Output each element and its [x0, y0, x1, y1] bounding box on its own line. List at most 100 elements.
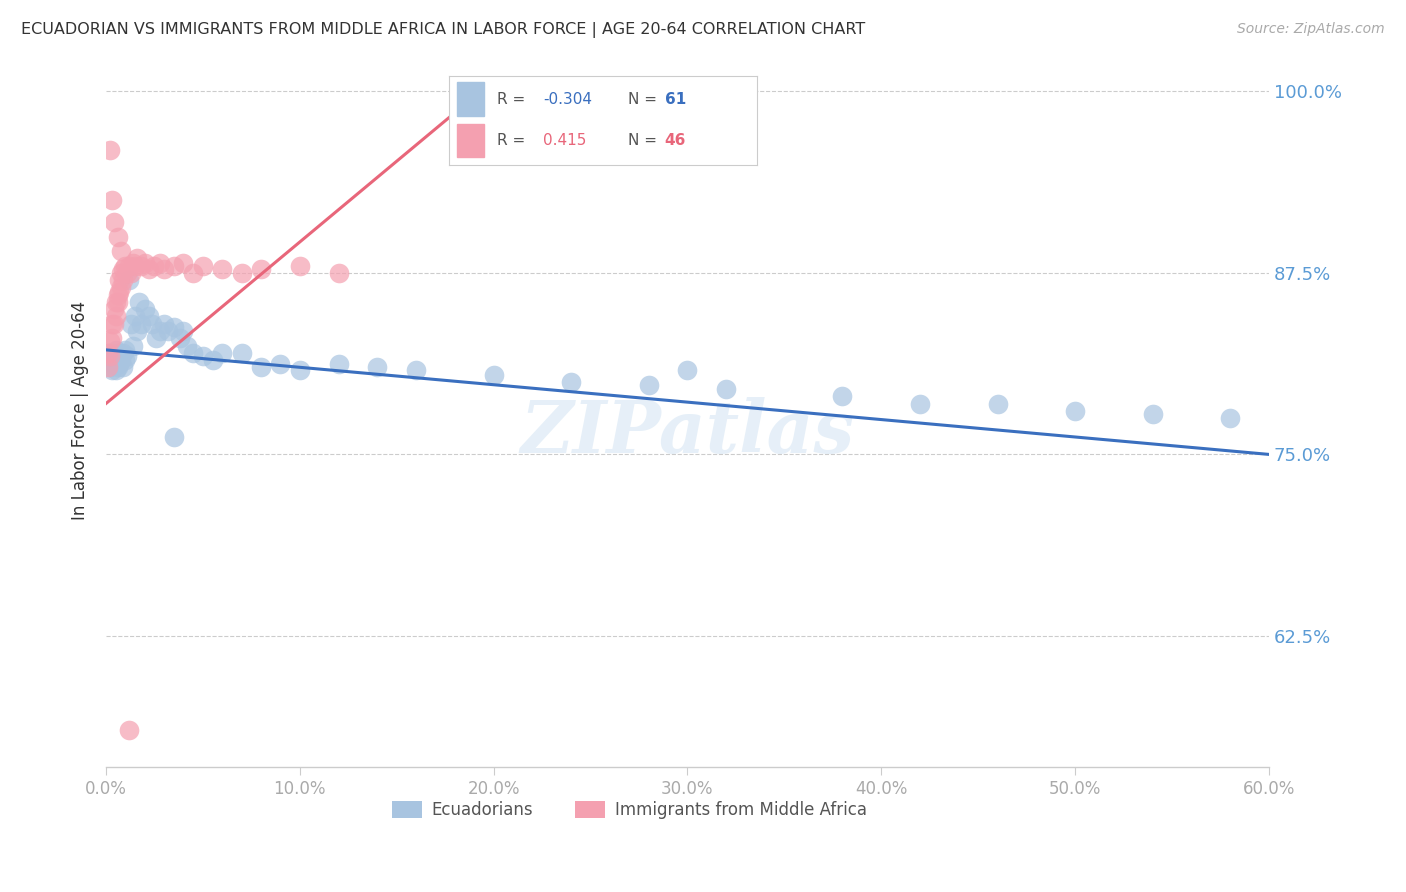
Point — [134, 302, 156, 317]
Point — [112, 360, 135, 375]
Point — [1064, 404, 1087, 418]
Point — [149, 324, 172, 338]
Y-axis label: In Labor Force | Age 20-64: In Labor Force | Age 20-64 — [72, 301, 89, 520]
Point — [112, 261, 135, 276]
Point — [156, 324, 179, 338]
Point — [125, 252, 148, 266]
Point — [138, 310, 160, 324]
Point — [98, 349, 121, 363]
Point — [191, 259, 214, 273]
Point — [560, 375, 582, 389]
Point — [163, 259, 186, 273]
Point — [118, 273, 141, 287]
Point — [120, 266, 142, 280]
Point — [250, 261, 273, 276]
Point — [831, 389, 853, 403]
Point — [181, 266, 204, 280]
Point — [366, 360, 388, 375]
Point — [176, 338, 198, 352]
Point — [104, 310, 127, 324]
Point — [118, 723, 141, 738]
Point — [100, 194, 122, 208]
Point — [231, 266, 253, 280]
Point — [97, 345, 120, 359]
Point — [100, 317, 122, 331]
Point — [482, 368, 505, 382]
Point — [128, 295, 150, 310]
Text: ZIPatlas: ZIPatlas — [520, 397, 855, 467]
Point — [149, 256, 172, 270]
Point — [1219, 411, 1241, 425]
Point — [120, 317, 142, 331]
Point — [124, 310, 146, 324]
Point — [98, 353, 121, 368]
Point — [172, 256, 194, 270]
Point — [103, 215, 125, 229]
Point — [172, 324, 194, 338]
Point — [637, 377, 659, 392]
Point — [153, 317, 176, 331]
Point — [107, 360, 129, 375]
Point — [103, 349, 125, 363]
Point — [100, 331, 122, 345]
Point — [211, 345, 233, 359]
Point — [104, 343, 127, 357]
Legend: Ecuadorians, Immigrants from Middle Africa: Ecuadorians, Immigrants from Middle Afri… — [385, 794, 873, 826]
Point — [107, 287, 129, 301]
Point — [98, 360, 121, 375]
Point — [118, 259, 141, 273]
Point — [110, 266, 132, 280]
Text: ECUADORIAN VS IMMIGRANTS FROM MIDDLE AFRICA IN LABOR FORCE | AGE 20-64 CORRELATI: ECUADORIAN VS IMMIGRANTS FROM MIDDLE AFR… — [21, 22, 865, 38]
Point — [138, 261, 160, 276]
Point — [141, 317, 163, 331]
Point — [676, 363, 699, 377]
Point — [125, 324, 148, 338]
Point — [112, 273, 135, 287]
Point — [108, 285, 131, 299]
Point — [1142, 407, 1164, 421]
Point — [328, 358, 350, 372]
Point — [114, 353, 136, 368]
Text: Source: ZipAtlas.com: Source: ZipAtlas.com — [1237, 22, 1385, 37]
Point — [269, 358, 291, 372]
Point — [107, 295, 129, 310]
Point — [153, 261, 176, 276]
Point — [97, 345, 120, 359]
Point — [100, 345, 122, 359]
Point — [104, 363, 127, 377]
Point — [104, 295, 127, 310]
Point — [328, 266, 350, 280]
Point — [181, 345, 204, 359]
Point — [987, 396, 1010, 410]
Point — [134, 256, 156, 270]
Point — [114, 343, 136, 357]
Point — [169, 331, 191, 345]
Point — [103, 317, 125, 331]
Point — [714, 382, 737, 396]
Point — [112, 345, 135, 359]
Point — [908, 396, 931, 410]
Point — [288, 259, 311, 273]
Point — [288, 363, 311, 377]
Point — [97, 360, 120, 375]
Point — [163, 430, 186, 444]
Point — [405, 363, 427, 377]
Point — [250, 360, 273, 375]
Point — [163, 319, 186, 334]
Point — [115, 266, 138, 280]
Point — [108, 273, 131, 287]
Point — [231, 345, 253, 359]
Point — [98, 143, 121, 157]
Point — [143, 259, 166, 273]
Point — [107, 229, 129, 244]
Point — [100, 363, 122, 377]
Point — [115, 349, 138, 363]
Point — [114, 259, 136, 273]
Point — [122, 338, 145, 352]
Point — [124, 259, 146, 273]
Point — [108, 345, 131, 359]
Point — [103, 358, 125, 372]
Point — [191, 349, 214, 363]
Point — [110, 353, 132, 368]
Point — [110, 349, 132, 363]
